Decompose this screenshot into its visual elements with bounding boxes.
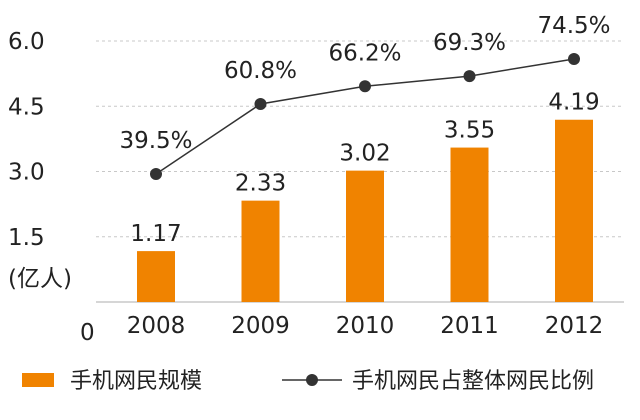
bar [450,147,489,302]
bar-value-label: 4.19 [548,90,599,116]
x-tick-label: 2009 [231,313,290,339]
x-tick-label: 2011 [440,313,499,339]
bar [241,200,280,302]
line-marker [359,80,371,93]
x-axis-ticks: 2008 2009 2010 2011 2012 [127,313,604,339]
bar-series: 1.17 2.33 3.02 3.55 4.19 [130,90,600,302]
line-value-label: 60.8% [224,58,297,84]
line-value-label: 74.5% [537,13,610,39]
y-tick-label: 1.5 [8,225,45,251]
line-value-label: 66.2% [328,40,401,66]
y-tick-label: 4.5 [8,94,45,120]
bar-value-label: 2.33 [235,171,286,197]
bar-value-label: 3.02 [339,141,390,167]
line-marker [463,70,476,83]
y-axis-label: (亿人) [8,266,72,292]
legend-swatch-marker [306,374,318,386]
bar [137,251,175,302]
line-value-label: 39.5% [119,128,192,154]
legend: 手机网民规模 手机网民占整体网民比例 [22,369,594,394]
legend-label-line: 手机网民占整体网民比例 [352,369,594,394]
line-series: 39.5% 60.8% 66.2% 69.3% 74.5% [119,13,611,180]
y-axis-ticks: 6.0 4.5 3.0 1.5 0 [8,29,95,346]
x-tick-label: 2010 [336,313,395,339]
y-tick-label: 0 [80,320,95,346]
line-marker [150,168,162,180]
bar [555,119,593,302]
bar-value-label: 3.55 [444,118,495,144]
line-value-label: 69.3% [433,30,506,56]
y-tick-label: 6.0 [8,29,45,55]
line-marker [568,53,580,65]
legend-swatch-bar [22,373,54,387]
legend-label-bar: 手机网民规模 [70,369,202,394]
bar [346,170,384,302]
line-marker [254,98,267,111]
x-tick-label: 2012 [545,313,604,339]
bar-value-label: 1.17 [130,221,181,247]
y-tick-label: 3.0 [8,160,45,186]
x-tick-label: 2008 [127,313,186,339]
